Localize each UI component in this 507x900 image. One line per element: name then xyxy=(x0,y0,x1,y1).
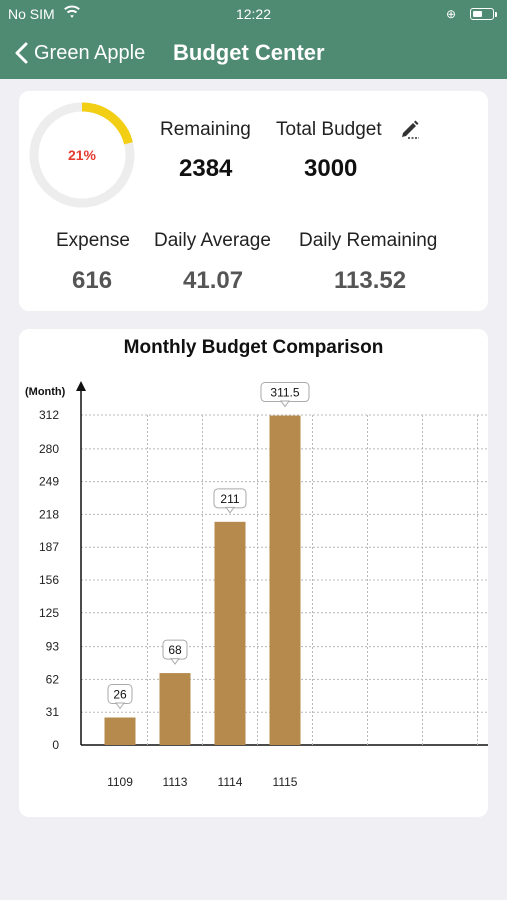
y-tick-label: 187 xyxy=(39,540,59,554)
data-label-pointer xyxy=(225,506,235,514)
y-tick-label: 218 xyxy=(39,507,59,521)
x-tick-label: 1113 xyxy=(163,775,188,789)
daily-remaining-label: Daily Remaining xyxy=(299,230,438,251)
data-label-pointer xyxy=(170,658,180,665)
page-title: Budget Center xyxy=(173,40,325,65)
data-label-pointer xyxy=(280,400,290,408)
y-tick-label: 31 xyxy=(46,705,60,719)
chart-title: Monthly Budget Comparison xyxy=(123,337,384,358)
bar-chart: 0 31 62 93 125 156 187 218 249 280 312 (Month) 26 110… xyxy=(25,381,488,789)
data-label: 311.5 xyxy=(270,386,299,400)
clock: 12:22 xyxy=(235,6,272,22)
wifi-icon xyxy=(64,5,80,18)
app-header: No SIM 12:22 ⊕ Green Apple Budget Center xyxy=(0,0,507,79)
back-label: Green Apple xyxy=(34,41,146,64)
battery-tip xyxy=(495,12,497,17)
budget-summary-card: 21% Remaining 2384 Total Budget 3000 Exp… xyxy=(19,91,488,311)
remaining-value: 2384 xyxy=(179,155,233,182)
expense-label: Expense xyxy=(56,230,130,251)
data-label: 211 xyxy=(220,492,239,506)
y-tick-label: 156 xyxy=(39,573,59,587)
expense-value: 616 xyxy=(72,267,113,294)
y-tick-label: 312 xyxy=(39,408,59,422)
daily-average-value: 41.07 xyxy=(183,267,244,294)
y-tick-label: 249 xyxy=(39,475,59,489)
x-tick-label: 1115 xyxy=(273,775,298,789)
orientation-lock-icon: ⊕ xyxy=(446,7,457,21)
x-tick-label: 1109 xyxy=(107,775,133,789)
data-label-pointer xyxy=(115,702,125,710)
carrier-label: No SIM xyxy=(8,6,55,22)
battery-icon xyxy=(470,8,494,20)
bar xyxy=(159,673,191,745)
total-budget-label: Total Budget xyxy=(276,119,382,140)
data-label: 68 xyxy=(168,643,182,657)
x-tick-label: 1114 xyxy=(218,775,243,789)
y-tick-label: 62 xyxy=(46,672,60,686)
daily-average-label: Daily Average xyxy=(154,230,271,251)
y-tick-label: 93 xyxy=(46,640,60,654)
navigation-bar: Green Apple Budget Center xyxy=(0,36,507,70)
monthly-budget-chart-card: Monthly Budget Comparison 0 31 62 93 125 156 1… xyxy=(19,329,488,817)
data-label: 26 xyxy=(113,688,127,702)
remaining-label: Remaining xyxy=(160,119,251,140)
y-axis-label: (Month) xyxy=(25,386,66,398)
bar xyxy=(214,521,246,745)
y-tick-label: 280 xyxy=(39,442,59,456)
bar xyxy=(104,717,136,745)
budget-progress-ring xyxy=(29,102,135,208)
chevron-left-icon xyxy=(15,42,28,64)
pencil-icon[interactable] xyxy=(399,118,421,140)
y-tick-label: 125 xyxy=(39,606,59,620)
progress-percent: 21% xyxy=(67,147,97,163)
status-bar: No SIM 12:22 ⊕ xyxy=(0,5,507,24)
back-button[interactable]: Green Apple xyxy=(14,36,145,70)
daily-remaining-value: 113.52 xyxy=(334,267,407,294)
bar xyxy=(269,415,301,745)
y-tick-label: 0 xyxy=(52,738,59,752)
y-axis-arrow xyxy=(76,381,86,391)
total-budget-value: 3000 xyxy=(304,155,358,182)
